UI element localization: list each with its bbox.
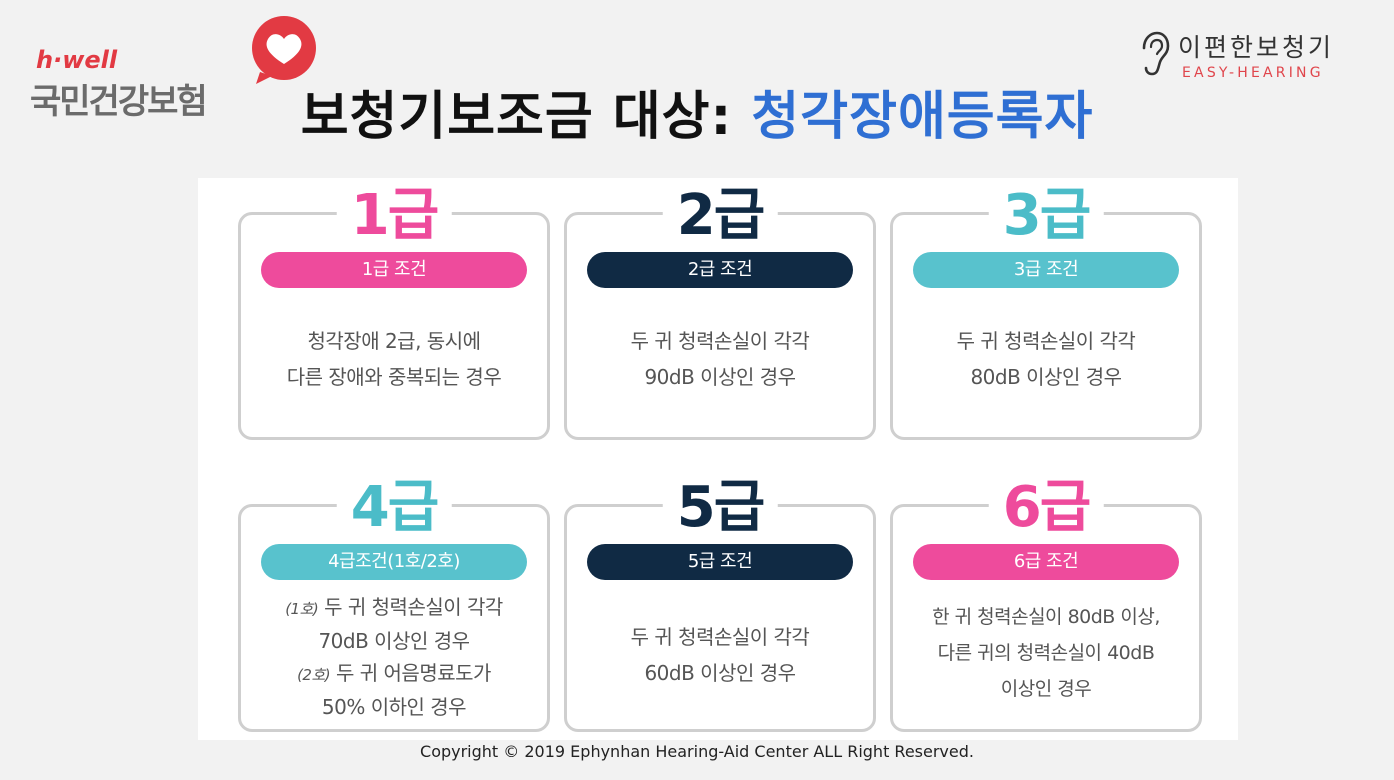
ear-icon: [1142, 31, 1170, 76]
sub-tag-2: (2호): [297, 666, 331, 684]
description-line: 두 귀 청력손실이 각각: [956, 329, 1136, 353]
hwell-brand: h·well: [36, 46, 118, 74]
nhis-logo: h·well 국민건강보험: [30, 14, 330, 124]
condition-description: 한 귀 청력손실이 80dB 이상, 다른 귀의 청력손실이 40dB 이상인 …: [899, 599, 1193, 707]
grade-title: 2급: [662, 185, 778, 247]
grade-card-1: 1급 1급 조건 청각장애 2급, 동시에 다른 장애와 중복되는 경우: [238, 185, 550, 440]
sub-text-2: 두 귀 어음명료도가: [330, 661, 491, 685]
description-line: 두 귀 청력손실이 각각: [630, 625, 810, 649]
page-title: 보청기보조금 대상: 청각장애등록자: [0, 74, 1394, 149]
nhis-org-name: 국민건강보험: [30, 82, 208, 122]
description-line: 70dB 이상인 경우: [318, 629, 470, 653]
grade-card-4: 4급 4급조건(1호/2호) (1호) 두 귀 청력손실이 각각 70dB 이상…: [238, 477, 550, 732]
heart-icon: [252, 16, 316, 84]
condition-description: 청각장애 2급, 동시에 다른 장애와 중복되는 경우: [247, 323, 541, 395]
grade-card-6: 6급 6급 조건 한 귀 청력손실이 80dB 이상, 다른 귀의 청력손실이 …: [890, 477, 1202, 732]
grade-title: 5급: [662, 477, 778, 539]
grade-title: 4급: [336, 477, 452, 539]
description-line: (1호) 두 귀 청력손실이 각각: [247, 591, 541, 625]
grade-title: 1급: [336, 185, 452, 247]
grade-card-5: 5급 5급 조건 두 귀 청력손실이 각각 60dB 이상인 경우: [564, 477, 876, 732]
description-line: 이상인 경우: [1000, 678, 1092, 700]
grade-card-3: 3급 3급 조건 두 귀 청력손실이 각각 80dB 이상인 경우: [890, 185, 1202, 440]
condition-label: 6급 조건: [913, 544, 1179, 580]
brand-name-english: EASY-HEARING: [1182, 65, 1324, 81]
sub-text-1: 두 귀 청력손실이 각각: [318, 595, 503, 619]
grade-panel: 1급 1급 조건 청각장애 2급, 동시에 다른 장애와 중복되는 경우 2급 …: [198, 178, 1238, 740]
sub-tag-1: (1호): [285, 600, 319, 618]
condition-label: 2급 조건: [587, 252, 853, 288]
description-line: (2호) 두 귀 어음명료도가: [247, 657, 541, 691]
description-line: 한 귀 청력손실이 80dB 이상,: [932, 606, 1160, 628]
title-main: 보청기보조금 대상:: [300, 87, 752, 147]
description-line: 다른 장애와 중복되는 경우: [286, 365, 502, 389]
description-line: 다른 귀의 청력손실이 40dB: [937, 642, 1155, 664]
grade-title: 6급: [988, 477, 1104, 539]
condition-description: 두 귀 청력손실이 각각 60dB 이상인 경우: [573, 619, 867, 691]
condition-label: 3급 조건: [913, 252, 1179, 288]
copyright-text: Copyright © 2019 Ephynhan Hearing-Aid Ce…: [420, 742, 974, 761]
grade-title: 3급: [988, 185, 1104, 247]
brand-name-korean: 이편한보청기: [1178, 33, 1335, 62]
description-line: 50% 이하인 경우: [321, 695, 467, 719]
condition-label: 4급조건(1호/2호): [261, 544, 527, 580]
description-line: 청각장애 2급, 동시에: [307, 329, 482, 353]
description-line: 80dB 이상인 경우: [970, 365, 1122, 389]
condition-label: 5급 조건: [587, 544, 853, 580]
condition-label: 1급 조건: [261, 252, 527, 288]
condition-description: 두 귀 청력손실이 각각 90dB 이상인 경우: [573, 323, 867, 395]
description-line: 두 귀 청력손실이 각각: [630, 329, 810, 353]
description-line: 90dB 이상인 경우: [644, 365, 796, 389]
grade-card-2: 2급 2급 조건 두 귀 청력손실이 각각 90dB 이상인 경우: [564, 185, 876, 440]
condition-description: 두 귀 청력손실이 각각 80dB 이상인 경우: [899, 323, 1193, 395]
description-line: 60dB 이상인 경우: [644, 661, 796, 685]
title-accent: 청각장애등록자: [751, 87, 1094, 147]
condition-description: (1호) 두 귀 청력손실이 각각 70dB 이상인 경우 (2호) 두 귀 어…: [247, 591, 541, 723]
easy-hearing-logo: 이편한보청기 EASY-HEARING: [1138, 28, 1358, 88]
